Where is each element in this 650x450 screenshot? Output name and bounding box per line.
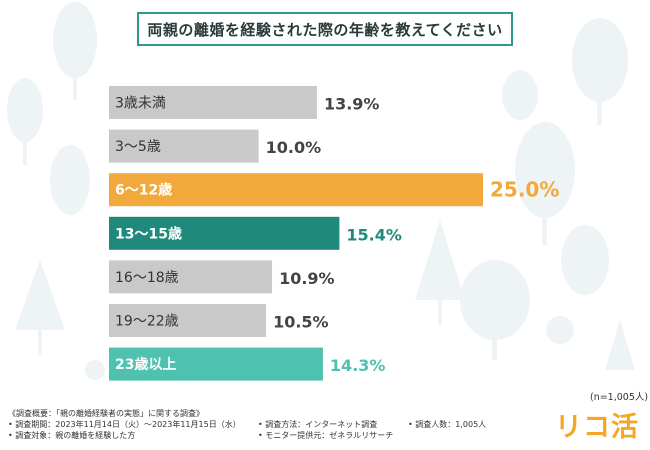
value-label-3: 25.0% (490, 178, 559, 202)
category-label-5: 16〜18歳 (115, 270, 179, 286)
category-label-4: 13〜15歳 (115, 225, 182, 242)
survey-footer: 《調査概要：「親の離婚経験者の実態」に関する調査》 • 調査期間：2023年11… (8, 408, 486, 441)
survey-monitor: • モニター提供元：ゼネラルリサーチ (258, 431, 394, 440)
category-label-1: 3歳未満 (115, 96, 166, 112)
bar-3 (109, 173, 483, 207)
category-label-6: 19〜22歳 (115, 314, 179, 330)
category-label-3: 6〜12歳 (115, 182, 172, 199)
bar-1 (109, 86, 317, 119)
category-label-7: 23歳以上 (115, 356, 176, 373)
value-label-4: 15.4% (346, 225, 402, 244)
bar-6 (109, 304, 267, 337)
survey-period: • 調査期間：2023年11月14日（火）〜2023年11月15日（水） (8, 420, 241, 429)
survey-target: • 調査対象：親の離婚を経験した方 (8, 431, 136, 440)
bar-7 (109, 347, 323, 381)
value-label-6: 10.5% (273, 313, 329, 332)
value-label-1: 13.9% (324, 95, 380, 114)
survey-method: • 調査方法：インターネット調査 (258, 420, 378, 429)
bar-5 (109, 260, 273, 294)
survey-overview: 《調査概要：「親の離婚経験者の実態」に関する調査》 (8, 409, 204, 418)
value-label-7: 14.3% (330, 356, 386, 375)
value-label-5: 10.9% (279, 269, 335, 288)
survey-respondents: • 調査人数：1,005人 (408, 420, 487, 429)
chart-title: 両親の離婚を経験された際の年齢を教えてください (137, 12, 513, 46)
sample-size-note: (n=1,005人) (590, 392, 649, 403)
value-label-2: 10.0% (266, 138, 322, 157)
brand-logo-text: リコ活 (555, 412, 639, 443)
bar-2 (109, 129, 259, 163)
category-label-2: 3〜5歳 (115, 139, 161, 155)
bar-4 (109, 216, 340, 250)
